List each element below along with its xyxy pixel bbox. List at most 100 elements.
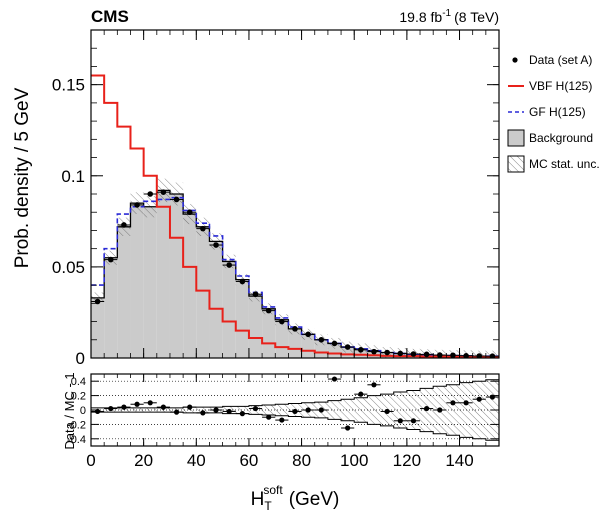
- ratio-unc-band: [341, 399, 355, 421]
- x-tick-label: 80: [292, 451, 311, 470]
- legend-label: Data (set A): [529, 53, 592, 67]
- ratio-y-tick-label: 0: [80, 405, 86, 417]
- ratio-unc-lower: [91, 411, 499, 441]
- data-point: [358, 347, 364, 353]
- ratio-unc-band: [130, 407, 144, 413]
- data-point: [423, 351, 430, 358]
- background-bin: [209, 241, 223, 358]
- ratio-point: [292, 408, 298, 415]
- data-point: [107, 256, 114, 263]
- ratio-point: [134, 401, 140, 407]
- legend-label: VBF H(125): [529, 79, 592, 93]
- background-bin: [117, 226, 131, 358]
- data-point: [147, 191, 154, 197]
- legend-marker: [512, 57, 518, 63]
- x-tick-label: 60: [239, 451, 258, 470]
- background-bin: [196, 226, 210, 358]
- x-tick-label: 0: [86, 451, 95, 470]
- background-bin: [262, 308, 276, 358]
- legend-hatch-box: [507, 155, 525, 173]
- ratio-y-tick-label: -0.4: [67, 434, 86, 446]
- x-tick-label: 120: [393, 451, 421, 470]
- ratio-plot: -0.4 -0.2 0 0.2 0.4 0 20 40 60 80 100 120 140: [67, 373, 500, 470]
- data-point: [384, 349, 390, 356]
- data-point: [397, 350, 404, 357]
- legend-entry: Background: [507, 129, 593, 147]
- data-point: [371, 348, 377, 355]
- lumi-label: 19.8 fb-1 (8 TeV): [399, 8, 499, 25]
- ratio-point: [160, 404, 166, 410]
- ratio-unc-band: [472, 381, 486, 439]
- ratio-unc-band: [406, 390, 421, 430]
- background-bin: [130, 203, 144, 358]
- x-tick-label: 100: [340, 451, 368, 470]
- background-bin: [235, 279, 249, 358]
- ratio-y-tick-label: -0.2: [67, 419, 86, 431]
- ratio-unc-band: [354, 397, 368, 423]
- ratio-point: [187, 404, 193, 410]
- y-tick-label: 0.1: [61, 167, 85, 186]
- data-point: [305, 331, 311, 338]
- data-point: [489, 353, 496, 358]
- y-axis-label: Prob. density / 5 GeV: [12, 87, 33, 268]
- ratio-point: [213, 407, 219, 413]
- ratio-point: [173, 409, 180, 415]
- main-plot: 0 0.05 0.1 0.15: [52, 29, 500, 368]
- data-point: [436, 352, 443, 358]
- data-point: [200, 225, 206, 232]
- data-point: [121, 222, 127, 228]
- experiment-label: CMS: [91, 7, 129, 26]
- data-point: [226, 262, 232, 268]
- background-bin: [275, 319, 289, 358]
- background-bin: [156, 190, 170, 358]
- ratio-unc-band: [183, 407, 197, 413]
- data-point: [239, 278, 246, 285]
- x-tick-label: 40: [187, 451, 206, 470]
- data-point: [94, 298, 101, 305]
- background-bin: [91, 297, 105, 358]
- ratio-unc-band: [275, 404, 289, 416]
- ratio-point: [397, 418, 403, 424]
- data-point: [331, 340, 338, 347]
- ratio-point: [437, 407, 443, 413]
- y-tick-label: 0.15: [52, 76, 85, 95]
- x-axis-label: HTsoft (GeV): [251, 483, 340, 513]
- data-point: [160, 189, 167, 195]
- ratio-point: [424, 405, 430, 412]
- x-tick-label: 140: [445, 451, 473, 470]
- ratio-point: [147, 400, 153, 406]
- ratio-point: [121, 404, 127, 410]
- legend-fill-box: [507, 129, 525, 147]
- background-bin: [169, 194, 184, 358]
- data-point: [279, 318, 285, 325]
- legend: Data (set A) VBF H(125) GF H(125) Backgroun…: [507, 53, 600, 173]
- data-point: [450, 352, 456, 358]
- ratio-point: [345, 425, 351, 431]
- ratio-point: [279, 417, 285, 423]
- data-point: [318, 336, 325, 343]
- ratio-point: [371, 382, 377, 388]
- ratio-unc-band: [143, 407, 157, 413]
- data-point: [410, 351, 417, 357]
- legend-entry: GF H(125): [508, 105, 586, 119]
- data-point: [134, 202, 140, 208]
- legend-entry: Data (set A): [512, 53, 592, 67]
- y-tick-label: 0.05: [52, 258, 85, 277]
- ratio-point: [252, 405, 259, 412]
- y-tick-label: 0: [76, 349, 85, 368]
- background-bin: [288, 328, 302, 358]
- ratio-unc-band: [117, 407, 131, 413]
- legend-label: Background: [529, 131, 593, 145]
- background-bin: [183, 214, 197, 358]
- ratio-point: [463, 400, 469, 406]
- legend-entry: VBF H(125): [508, 79, 592, 93]
- ratio-point: [305, 407, 311, 413]
- ratio-point: [476, 396, 482, 402]
- data-point: [476, 353, 483, 358]
- ratio-y-tick-label: 0.4: [71, 376, 86, 388]
- data-point: [213, 242, 219, 248]
- ratio-point: [331, 376, 338, 382]
- ratio-point: [239, 411, 245, 417]
- ratio-point: [450, 400, 456, 406]
